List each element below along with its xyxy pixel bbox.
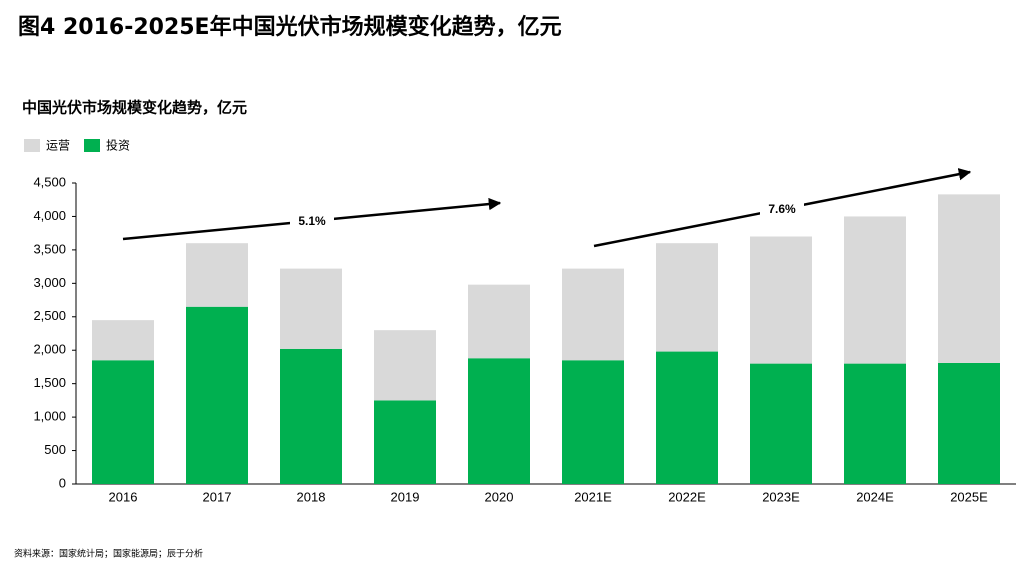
y-tick-label: 4,500 bbox=[33, 174, 66, 189]
x-tick-label: 2025E bbox=[950, 489, 988, 504]
bar-segment bbox=[92, 320, 154, 361]
bar-segment bbox=[938, 362, 1000, 484]
source-note: 资料来源：国家统计局；国家能源局；辰于分析 bbox=[14, 548, 203, 560]
y-tick-label: 0 bbox=[59, 475, 66, 490]
x-tick-label: 2020 bbox=[485, 489, 514, 504]
x-tick-label: 2024E bbox=[856, 489, 894, 504]
legend-swatch bbox=[84, 139, 100, 152]
y-tick-label: 500 bbox=[44, 442, 66, 457]
y-tick-label: 3,500 bbox=[33, 241, 66, 256]
annotation: 7.6% bbox=[768, 202, 796, 216]
x-tick-label: 2016 bbox=[109, 489, 138, 504]
bar-segment bbox=[186, 306, 248, 484]
bar-segment bbox=[562, 268, 624, 361]
y-tick-label: 2,000 bbox=[33, 342, 66, 357]
bar-segment bbox=[938, 194, 1000, 363]
bar-segment bbox=[280, 348, 342, 484]
y-tick-label: 1,000 bbox=[33, 409, 66, 424]
annotation-bg bbox=[290, 213, 334, 231]
x-tick-label: 2021E bbox=[574, 489, 612, 504]
bar-segment bbox=[374, 330, 436, 401]
legend-swatch bbox=[24, 139, 40, 152]
bar-segment bbox=[844, 216, 906, 364]
bar-segment bbox=[844, 363, 906, 484]
bar-segment bbox=[468, 358, 530, 484]
annotation-bg bbox=[760, 201, 804, 219]
bar-segment bbox=[92, 360, 154, 484]
legend-label: 运营 bbox=[46, 139, 70, 153]
chart-title: 中国光伏市场规模变化趋势，亿元 bbox=[22, 99, 247, 117]
y-tick-label: 3,000 bbox=[33, 275, 66, 290]
bar-segment bbox=[374, 400, 436, 484]
bar-segment bbox=[186, 243, 248, 307]
y-tick-label: 1,500 bbox=[33, 375, 66, 390]
bar-segment bbox=[750, 236, 812, 364]
page-title: 图4 2016-2025E年中国光伏市场规模变化趋势，亿元 bbox=[18, 14, 562, 40]
x-tick-label: 2018 bbox=[297, 489, 326, 504]
bar-segment bbox=[468, 284, 530, 359]
x-tick-label: 2022E bbox=[668, 489, 706, 504]
bar-segment bbox=[562, 360, 624, 484]
x-tick-label: 2019 bbox=[391, 489, 420, 504]
bar-segment bbox=[750, 363, 812, 484]
y-tick-label: 2,500 bbox=[33, 308, 66, 323]
x-tick-label: 2017 bbox=[203, 489, 232, 504]
bar-segment bbox=[656, 243, 718, 352]
legend-label: 投资 bbox=[106, 138, 130, 153]
x-tick-label: 2023E bbox=[762, 489, 800, 504]
y-tick-label: 4,000 bbox=[33, 208, 66, 223]
bar-segment bbox=[280, 268, 342, 349]
annotation: 5.1% bbox=[298, 214, 326, 228]
bar-segment bbox=[656, 351, 718, 484]
